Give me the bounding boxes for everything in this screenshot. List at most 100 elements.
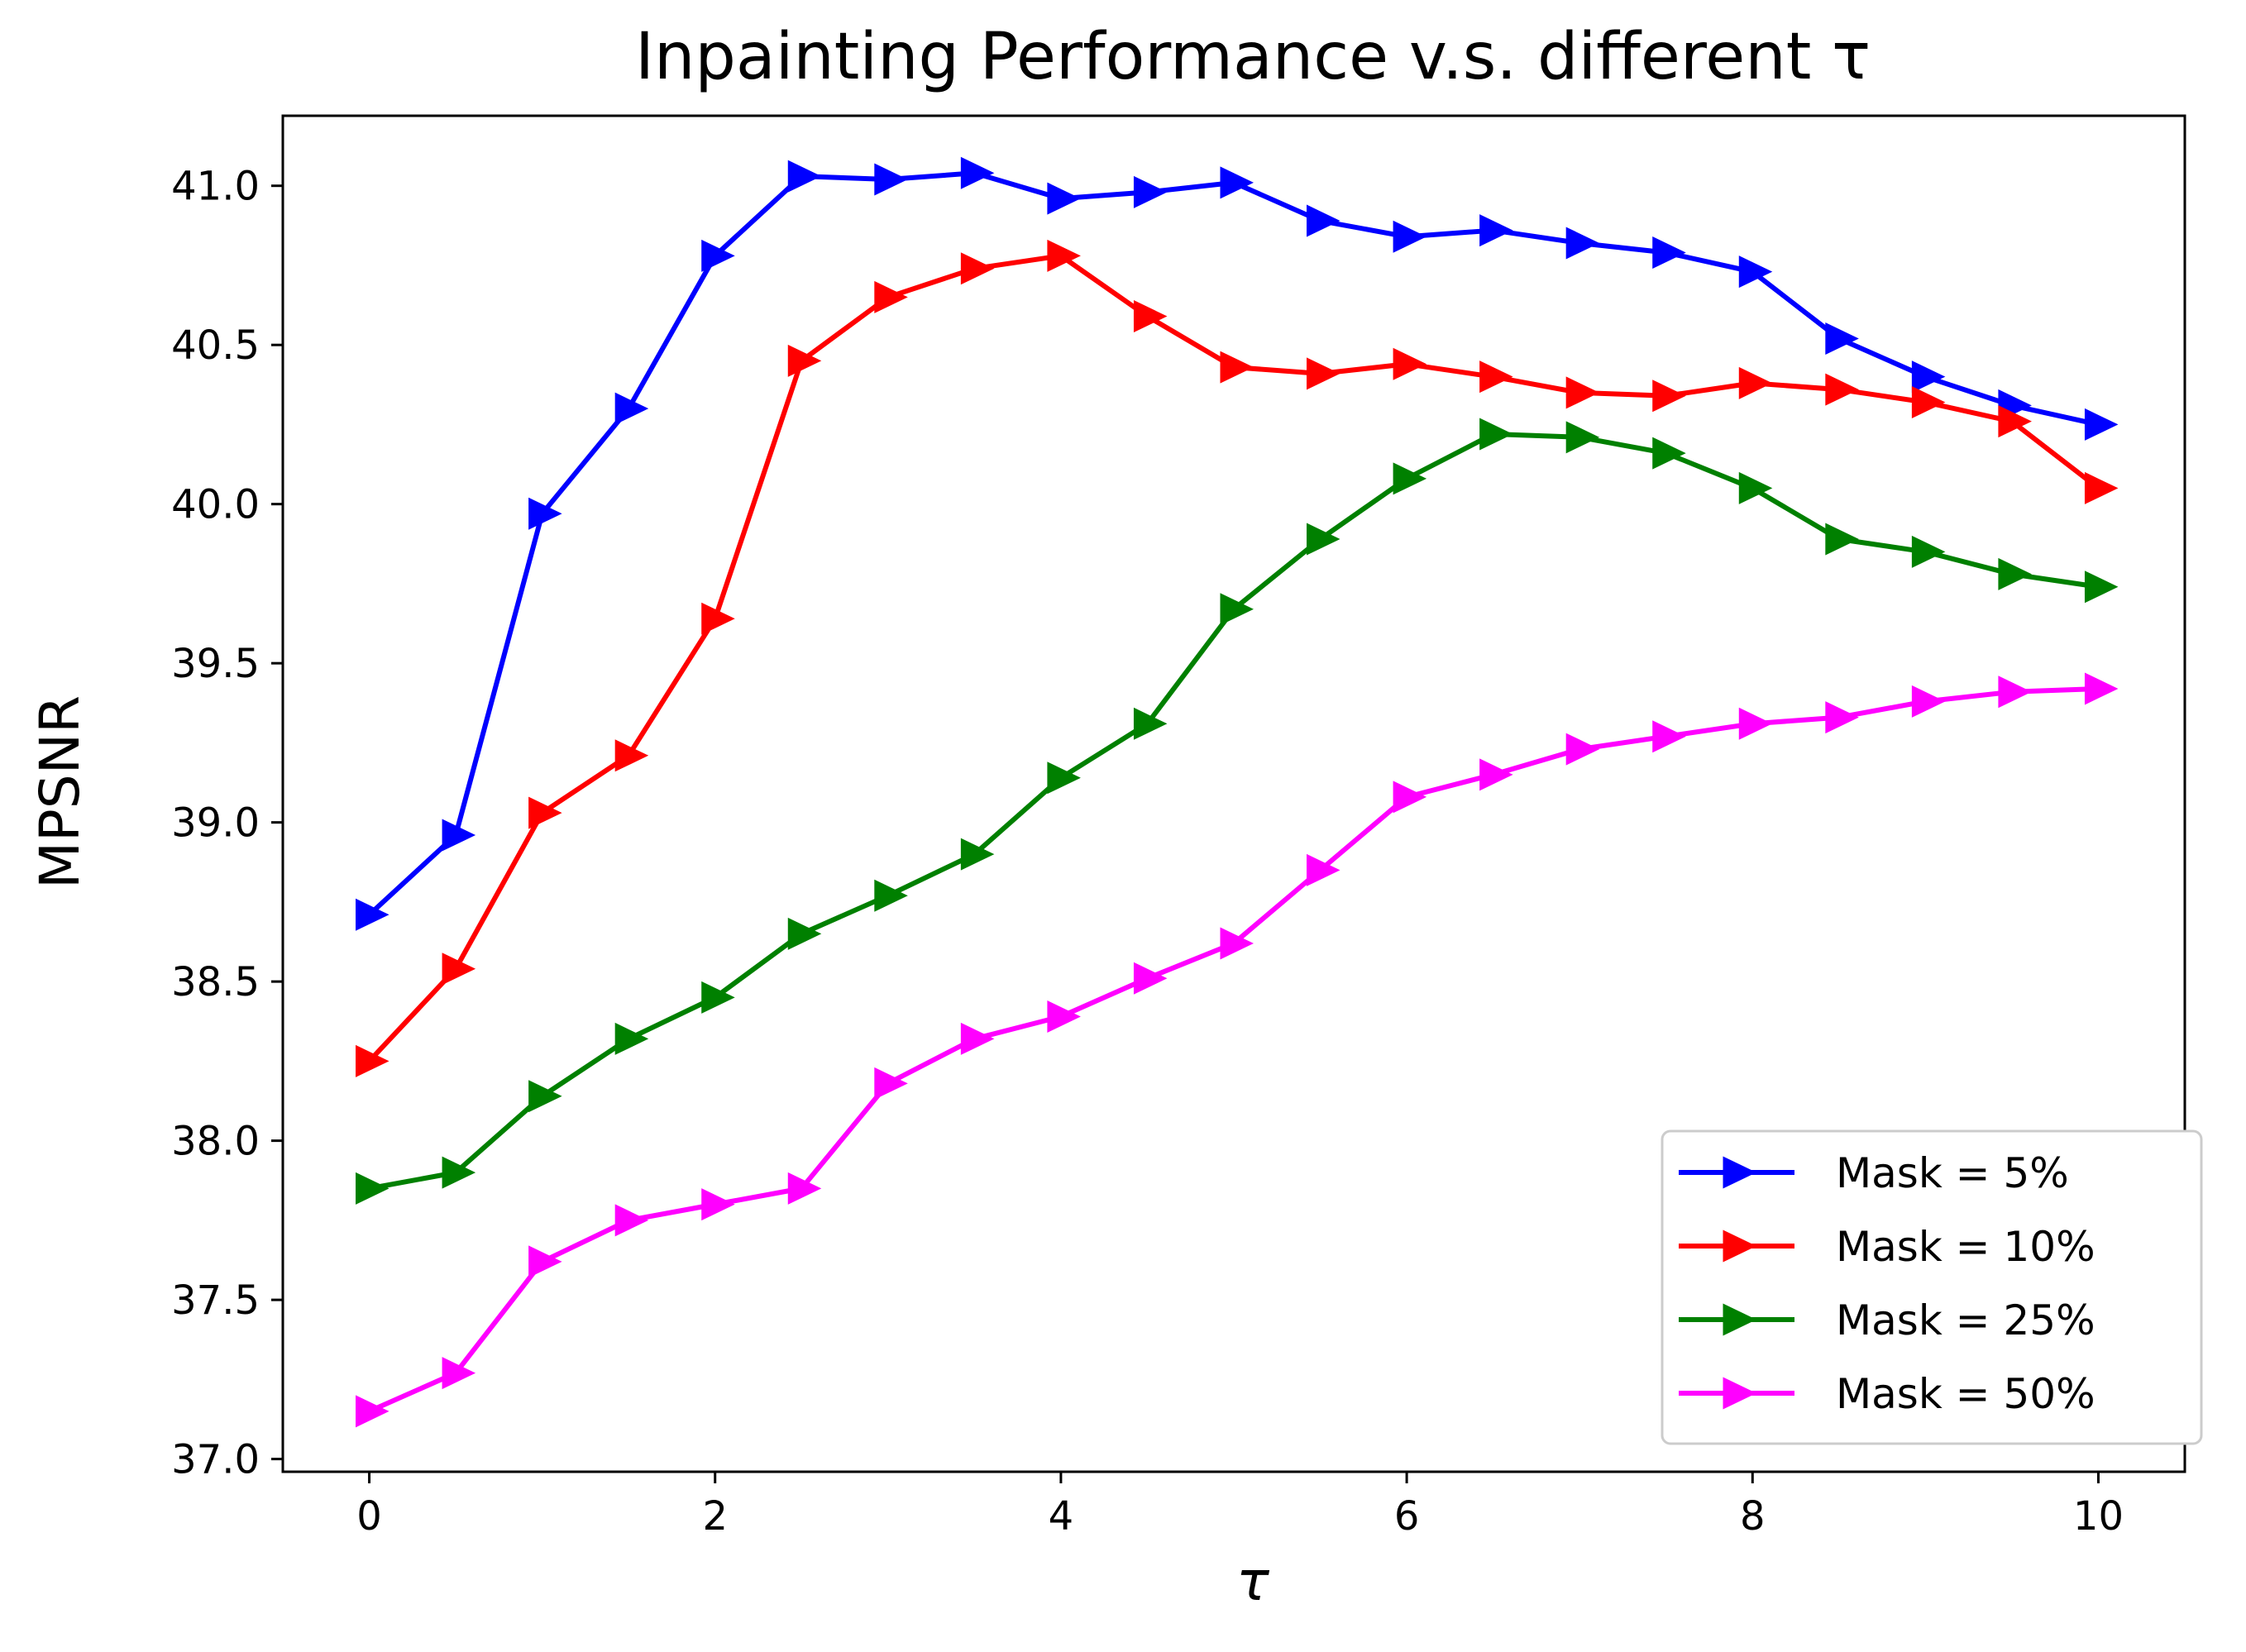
- data-point: [960, 156, 995, 189]
- data-point: [960, 252, 995, 285]
- data-point: [1998, 676, 2032, 709]
- plot-area: [281, 114, 2186, 1473]
- x-tick-label: 4: [1049, 1493, 1074, 1540]
- data-point: [787, 344, 822, 377]
- data-point: [1652, 380, 1686, 413]
- data-point: [1133, 300, 1168, 333]
- data-point: [874, 879, 908, 912]
- data-point: [1393, 462, 1427, 495]
- data-point: [1911, 685, 1946, 718]
- data-point: [1133, 962, 1168, 995]
- series-1: [356, 156, 2119, 931]
- data-point: [787, 917, 822, 950]
- data-point: [1825, 523, 1859, 556]
- data-point: [874, 1067, 908, 1100]
- data-point: [701, 981, 735, 1014]
- data-point: [1738, 366, 1773, 399]
- series-layer: [356, 156, 2119, 1428]
- data-point: [1565, 421, 1600, 454]
- data-point: [1565, 376, 1600, 409]
- data-point: [528, 796, 562, 829]
- data-point: [1825, 373, 1859, 406]
- data-point: [1738, 707, 1773, 740]
- data-point: [787, 1172, 822, 1205]
- data-point: [614, 739, 649, 772]
- data-point: [356, 898, 389, 931]
- plot-frame: [281, 114, 2186, 1473]
- data-point: [528, 497, 562, 530]
- data-point: [1393, 220, 1427, 253]
- data-point: [614, 1204, 649, 1237]
- y-axis-title: MPSNR: [28, 695, 92, 889]
- legend-frame: [1661, 1129, 2203, 1445]
- series-4: [356, 672, 2119, 1428]
- data-point: [1047, 1000, 1081, 1033]
- x-tick-label: 2: [702, 1493, 728, 1540]
- data-point: [1393, 347, 1427, 380]
- y-tick-label: 39.0: [171, 800, 260, 847]
- data-point: [1047, 762, 1081, 795]
- data-point: [356, 1172, 389, 1205]
- data-point: [2084, 408, 2119, 441]
- data-point: [1220, 166, 1254, 199]
- data-point: [874, 163, 908, 196]
- data-point: [787, 160, 822, 193]
- data-point: [1133, 175, 1168, 208]
- data-point: [1307, 357, 1340, 390]
- x-tick-label: 10: [2073, 1493, 2124, 1540]
- data-point: [701, 1188, 735, 1221]
- data-point: [1911, 360, 1946, 394]
- data-point: [614, 392, 649, 425]
- data-point: [356, 1044, 389, 1077]
- x-axis: 0 2 4 6 8 10: [356, 1472, 2124, 1540]
- data-point: [874, 280, 908, 313]
- y-tick-label: 38.5: [171, 959, 260, 1005]
- data-point: [1825, 701, 1859, 734]
- legend-label: Mask = 10%: [1836, 1223, 2095, 1271]
- data-point: [1825, 322, 1859, 355]
- data-point: [1393, 781, 1427, 814]
- data-point: [701, 239, 735, 272]
- legend-marker: [1723, 1229, 1756, 1263]
- chart-title: Inpainting Performance v.s. different τ: [635, 20, 1871, 94]
- legend-entry-1: Mask = 5%: [1679, 1149, 2069, 1197]
- data-point: [1220, 351, 1254, 384]
- data-point: [1652, 720, 1686, 753]
- data-point: [1047, 239, 1081, 272]
- legend-label: Mask = 25%: [1836, 1296, 2095, 1344]
- data-point: [1998, 557, 2032, 590]
- data-point: [2084, 571, 2119, 604]
- data-point: [442, 1357, 476, 1390]
- legend-entry-2: Mask = 10%: [1679, 1223, 2095, 1271]
- data-point: [2084, 471, 2119, 504]
- data-point: [1652, 236, 1686, 270]
- data-point: [1479, 418, 1513, 451]
- y-tick-label: 40.0: [171, 482, 260, 528]
- y-axis: 37.0 37.5 38.0 38.5 39.0 39.5 40.0 40.5 41.0: [171, 164, 283, 1483]
- data-point: [1479, 360, 1513, 394]
- data-point: [1307, 204, 1340, 237]
- data-point: [1307, 853, 1340, 886]
- data-point: [614, 1022, 649, 1055]
- x-axis-title: τ: [1236, 1549, 1270, 1613]
- y-tick-label: 38.0: [171, 1119, 260, 1165]
- data-point: [2084, 672, 2119, 705]
- series-2: [356, 239, 2119, 1077]
- data-point: [1565, 227, 1600, 260]
- data-point: [1652, 437, 1686, 470]
- data-point: [1738, 255, 1773, 289]
- legend-entry-4: Mask = 50%: [1679, 1370, 2095, 1418]
- x-tick-label: 0: [356, 1493, 382, 1540]
- data-point: [1133, 707, 1168, 740]
- data-point: [442, 953, 476, 986]
- legend-marker: [1723, 1156, 1756, 1189]
- series-3: [356, 418, 2119, 1205]
- data-point: [1911, 535, 1946, 568]
- data-point: [1998, 405, 2032, 438]
- data-point: [528, 1080, 562, 1113]
- data-point: [528, 1245, 562, 1278]
- data-point: [1565, 733, 1600, 766]
- y-tick-label: 37.0: [171, 1437, 260, 1483]
- legend-entry-3: Mask = 25%: [1679, 1296, 2095, 1344]
